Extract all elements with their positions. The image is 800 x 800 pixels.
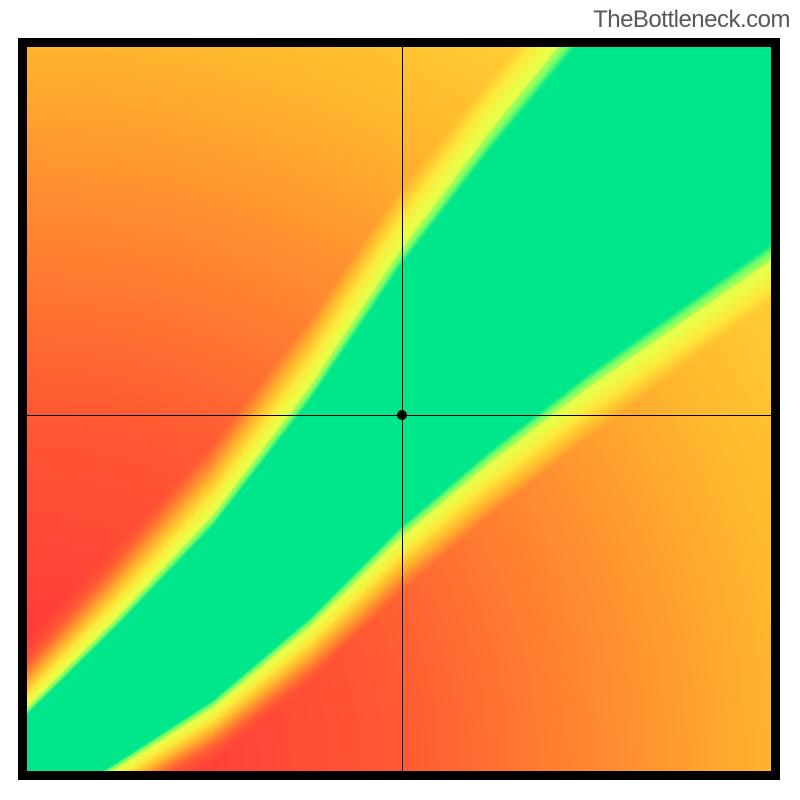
chart-frame bbox=[18, 38, 780, 780]
heatmap-canvas bbox=[27, 47, 771, 771]
heatmap-plot bbox=[27, 47, 771, 771]
data-point-marker bbox=[397, 410, 407, 420]
page-root: TheBottleneck.com bbox=[0, 0, 800, 800]
watermark-text: TheBottleneck.com bbox=[593, 6, 790, 34]
